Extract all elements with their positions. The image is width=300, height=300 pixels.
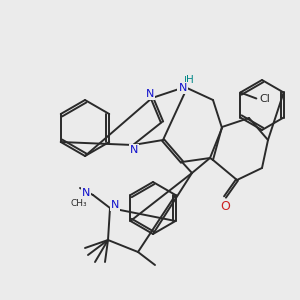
Text: N: N bbox=[178, 83, 186, 93]
Text: N: N bbox=[82, 188, 90, 198]
Text: Cl: Cl bbox=[259, 94, 270, 103]
Text: N: N bbox=[146, 89, 154, 99]
Text: N: N bbox=[130, 145, 138, 155]
Text: H: H bbox=[184, 76, 192, 86]
Text: H: H bbox=[186, 75, 194, 85]
Text: N: N bbox=[179, 83, 187, 93]
Text: O: O bbox=[220, 200, 230, 212]
Text: CH₃: CH₃ bbox=[71, 200, 87, 208]
Text: N: N bbox=[111, 200, 119, 210]
